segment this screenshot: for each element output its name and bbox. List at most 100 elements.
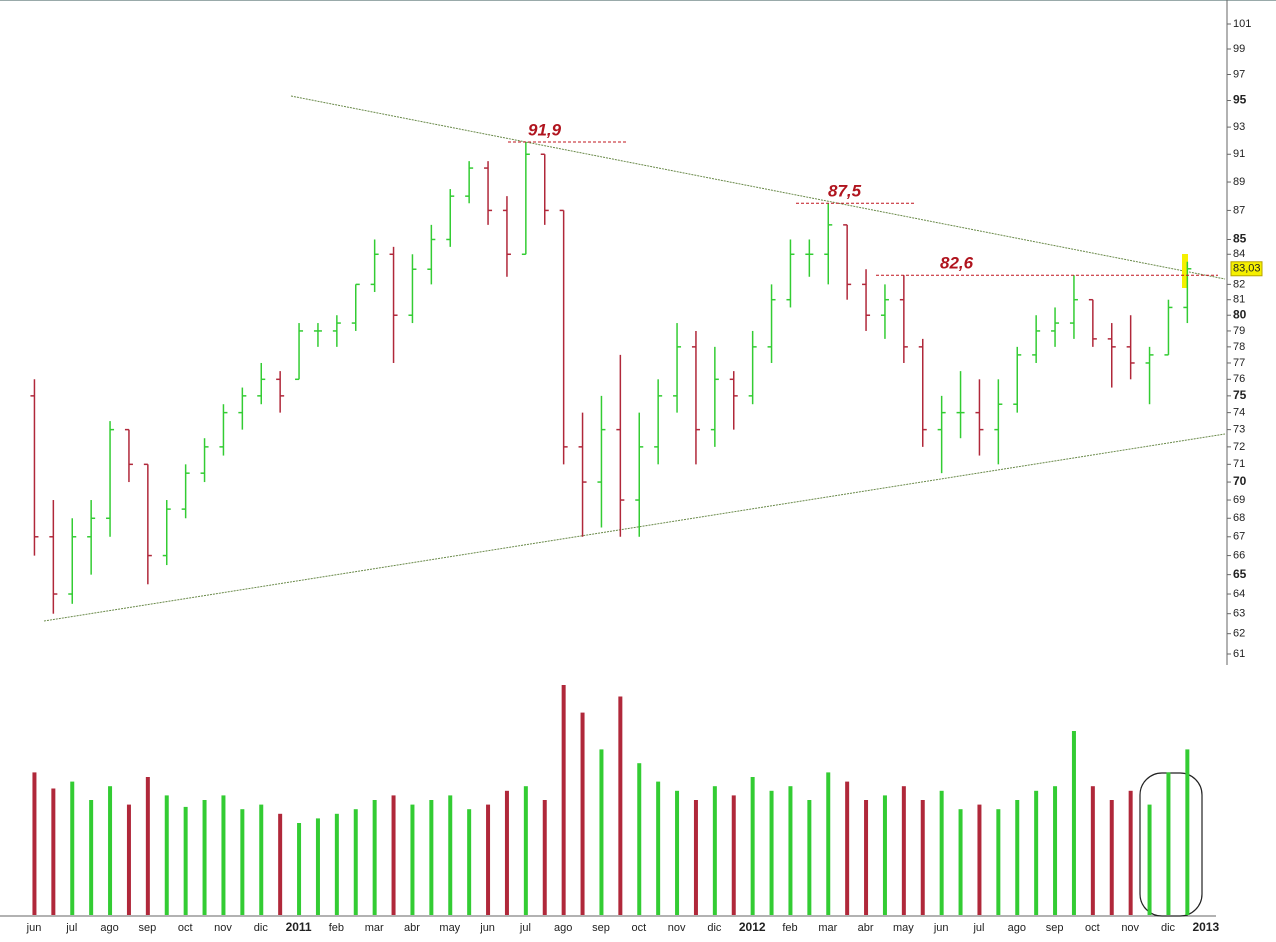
last-price-label: 83,03 — [1233, 263, 1261, 275]
volume-bar — [675, 790, 680, 915]
y-tick-label: 80 — [1233, 307, 1247, 321]
x-tick-label: nov — [668, 922, 686, 934]
volume-bar — [731, 795, 736, 915]
y-tick-label: 75 — [1233, 388, 1247, 402]
volume-bar — [51, 788, 56, 915]
x-tick-label: oct — [178, 922, 193, 934]
y-tick-label: 62 — [1233, 628, 1245, 640]
volume-bar — [126, 804, 131, 915]
x-tick-label: 2013 — [1192, 920, 1219, 934]
y-tick-label: 101 — [1233, 18, 1251, 30]
volume-bar — [278, 813, 283, 915]
y-tick-label: 97 — [1233, 68, 1245, 80]
x-tick-label: mar — [818, 922, 837, 934]
y-tick-label: 77 — [1233, 357, 1245, 369]
volume-bar — [1166, 772, 1171, 915]
y-tick-label: 79 — [1233, 325, 1245, 337]
volume-bar — [32, 772, 37, 915]
volume-bar — [70, 781, 75, 915]
volume-bar — [334, 813, 339, 915]
volume-bar — [712, 786, 717, 915]
volume-highlight — [1139, 772, 1203, 917]
x-tick-label: jun — [479, 922, 495, 934]
x-tick-label: 2011 — [286, 920, 312, 934]
volume-bar — [372, 800, 377, 915]
volume-bar — [807, 800, 812, 915]
volume-bar — [750, 777, 755, 915]
volume-bar — [1053, 786, 1058, 915]
volume-bar — [523, 786, 528, 915]
x-tick-label: abr — [858, 922, 874, 934]
y-tick-label: 63 — [1233, 608, 1245, 620]
x-tick-label: may — [439, 922, 460, 934]
y-tick-label: 61 — [1233, 648, 1245, 660]
x-tick-label: sep — [139, 922, 157, 934]
volume-bar — [1147, 804, 1152, 915]
x-tick-label: sep — [1046, 922, 1064, 934]
volume-bar — [1090, 786, 1095, 915]
y-tick-label: 91 — [1233, 148, 1245, 160]
volume-bar — [467, 809, 472, 915]
y-tick-label: 78 — [1233, 341, 1245, 353]
volume-bar — [1034, 790, 1039, 915]
x-tick-label: dic — [707, 922, 722, 934]
y-tick-label: 84 — [1233, 248, 1245, 260]
volume-bar — [1109, 800, 1114, 915]
y-tick-label: 81 — [1233, 294, 1245, 306]
volume-bar — [202, 800, 207, 915]
volume-bar — [448, 795, 453, 915]
volume-bar — [769, 790, 774, 915]
level-label: 91,9 — [528, 120, 562, 139]
x-tick-label: oct — [631, 922, 646, 934]
last-price-box — [1230, 261, 1263, 277]
volume-bar — [920, 800, 925, 915]
x-tick-label: sep — [592, 922, 610, 934]
volume-bar — [1015, 800, 1020, 915]
volume-bar — [315, 818, 320, 915]
volume-bar — [901, 786, 906, 915]
volume-bar — [864, 800, 869, 915]
volume-bar — [391, 795, 396, 915]
y-tick-label: 76 — [1233, 373, 1245, 385]
y-tick-label: 99 — [1233, 43, 1245, 55]
volume-bar — [183, 806, 188, 915]
y-tick-label: 87 — [1233, 204, 1245, 216]
y-tick-label: 73 — [1233, 424, 1245, 436]
upper-trendline — [290, 95, 1226, 280]
volume-bar — [259, 804, 264, 915]
x-tick-label: ago — [1008, 922, 1026, 934]
x-tick-label: ago — [554, 922, 572, 934]
volume-bar — [1185, 749, 1190, 915]
volume-bar — [164, 795, 169, 915]
y-tick-label: 69 — [1233, 494, 1245, 506]
level-label: 82,6 — [940, 254, 974, 273]
volume-bar — [561, 685, 566, 915]
volume-bar — [958, 809, 963, 915]
y-tick-label: 72 — [1233, 441, 1245, 453]
volume-bar — [1128, 790, 1133, 915]
y-tick-label: 93 — [1233, 121, 1245, 133]
y-tick-label: 65 — [1233, 567, 1247, 581]
lower-trendline — [43, 433, 1226, 622]
x-tick-label: feb — [782, 922, 797, 934]
y-tick-label: 70 — [1233, 474, 1247, 488]
y-tick-label: 67 — [1233, 531, 1245, 543]
volume-bar — [240, 809, 245, 915]
y-tick-label: 68 — [1233, 512, 1245, 524]
x-tick-label: jun — [26, 922, 42, 934]
y-tick-label: 66 — [1233, 549, 1245, 561]
volume-bar — [1071, 731, 1076, 915]
x-tick-label: nov — [214, 922, 232, 934]
volume-bar — [977, 804, 982, 915]
y-tick-label: 82 — [1233, 278, 1245, 290]
volume-bar — [656, 781, 661, 915]
volume-bar — [504, 790, 509, 915]
highlight — [1182, 254, 1188, 288]
y-tick-label: 89 — [1233, 176, 1245, 188]
volume-bar — [693, 800, 698, 915]
x-tick-label: abr — [404, 922, 420, 934]
volume-bar — [637, 763, 642, 915]
y-tick-label: 85 — [1233, 232, 1247, 246]
